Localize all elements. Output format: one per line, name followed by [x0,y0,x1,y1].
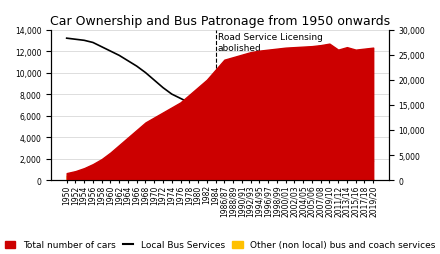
Title: Car Ownership and Bus Patronage from 1950 onwards: Car Ownership and Bus Patronage from 195… [50,15,390,28]
Text: Road Service Licensing
abolished: Road Service Licensing abolished [218,33,323,53]
Legend: Total number of cars, Local Bus Services, Other (non local) bus and coach servic: Total number of cars, Local Bus Services… [4,241,436,249]
